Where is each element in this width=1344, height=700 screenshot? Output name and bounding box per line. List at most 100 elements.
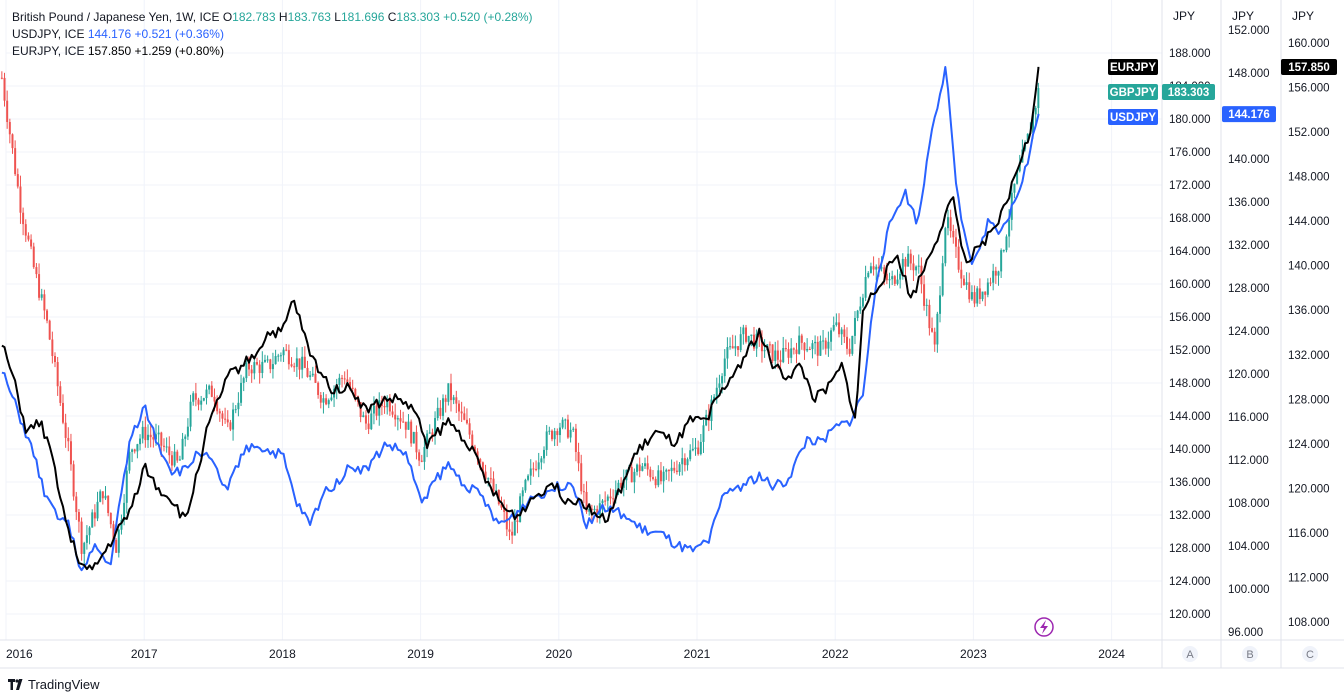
legend-high-value: 183.763 [287,10,331,24]
candle [819,340,822,356]
candle [853,317,856,336]
candle [917,265,920,267]
axis-b-tick-label: 128.000 [1228,283,1270,295]
candle [85,535,88,543]
candle [1037,88,1040,108]
candle [184,436,187,439]
candle [978,288,981,300]
candle [928,304,931,329]
candle [465,419,468,424]
candle [718,383,721,388]
candle [423,446,426,462]
candle [245,362,248,379]
axis-a-tick-label: 132.000 [1169,510,1211,522]
candle [362,415,365,418]
candle [120,520,123,530]
candle [178,459,181,461]
candle [832,324,835,331]
candle [133,449,136,452]
candle [681,458,684,465]
candle [651,477,654,479]
candle [939,295,942,314]
candle [875,266,878,270]
candle [798,335,801,354]
candle [1005,236,1008,251]
candle [689,450,692,460]
candle [976,288,979,304]
candle [290,364,293,367]
candle [572,428,575,430]
candle [386,399,389,408]
candle [553,431,556,440]
scale-a-label: A [1186,649,1194,661]
candle [758,333,761,338]
axis-a-tick-label: 188.000 [1169,48,1211,60]
candle [484,471,487,480]
candle [56,362,59,387]
candle [864,276,867,298]
axis-a-tick-label: 144.000 [1169,411,1211,423]
legend-row-usdjpy: USDJPY, ICE 144.176 +0.521 (+0.36%) [12,26,533,43]
candle [556,431,559,436]
candle [636,464,639,472]
candle [495,490,498,492]
chart-legend: British Pound / Japanese Yen, 1W, ICE O1… [12,9,533,60]
candle [962,278,965,285]
candle [343,378,346,380]
scale-c-label: C [1306,649,1314,661]
candle [715,387,718,397]
candle [667,469,670,472]
candle [255,362,258,365]
tradingview-label: TradingView [28,677,100,692]
candle [139,438,142,445]
candle [558,427,561,436]
candle [606,496,609,501]
candle [984,291,987,295]
candle [768,344,771,346]
candle [745,327,748,342]
axis-a-tick-label: 168.000 [1169,213,1211,225]
candle [237,402,240,410]
candle [399,418,402,422]
candle [702,425,705,442]
candle [136,444,139,452]
candle [752,334,755,349]
candle [973,292,976,304]
lightning-icon [1040,620,1048,634]
candle [851,335,854,354]
axis-b-unit: JPY [1232,9,1254,23]
candle [992,270,995,283]
candle [83,542,86,554]
candle [234,409,237,411]
candle [8,122,11,135]
candle [814,341,817,344]
candle [64,422,67,438]
candle [311,373,314,376]
candle [784,348,787,350]
x-tick-label: 2020 [545,647,572,661]
candle [923,284,926,306]
x-tick-label: 2021 [684,647,711,661]
axis-a-tick-label: 140.000 [1169,444,1211,456]
candle [946,217,949,229]
candle [295,358,298,367]
tradingview-branding[interactable]: TradingView [8,677,100,692]
candle [516,520,519,522]
candle [659,470,662,482]
candle [500,504,503,508]
candle [683,458,686,466]
candle [981,291,984,300]
candle [32,246,35,268]
candle [162,445,165,447]
candle [457,403,460,412]
candle [787,349,790,358]
badge-usdjpy-bg [1108,109,1158,125]
candle [596,508,599,516]
axis-a-tick-label: 136.000 [1169,477,1211,489]
candle [354,388,357,397]
candle [723,358,726,377]
candle [931,328,934,332]
candle [513,520,516,536]
candle [415,431,418,453]
